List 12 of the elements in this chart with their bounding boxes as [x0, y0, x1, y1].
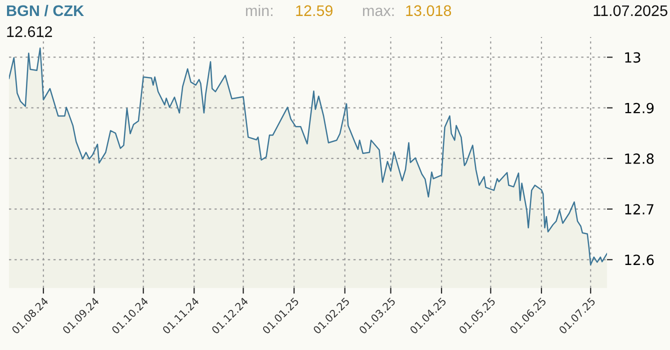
y-tick-label: 13 — [625, 52, 640, 63]
chart-title: BGN / CZK — [7, 4, 84, 16]
annotation: 12.612 — [7, 26, 52, 38]
text: 11.07.2025 — [594, 5, 668, 16]
text: min: — [246, 4, 272, 16]
y-tick-label: 12.6 — [625, 254, 654, 266]
y-tick-label: 12.8 — [625, 153, 654, 164]
y-tick-label: 12.7 — [625, 204, 654, 214]
text: max: — [363, 8, 394, 16]
text: 12.59 — [296, 5, 333, 16]
text: 13.018 — [406, 5, 452, 16]
y-tick-label: 12.9 — [625, 102, 654, 114]
